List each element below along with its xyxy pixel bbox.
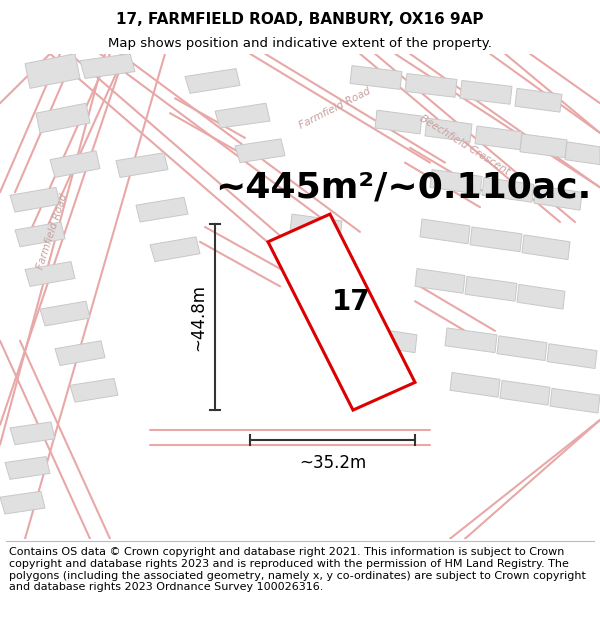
Polygon shape — [550, 388, 600, 413]
Polygon shape — [70, 378, 118, 402]
Polygon shape — [235, 139, 285, 162]
Polygon shape — [534, 186, 582, 210]
Polygon shape — [150, 237, 200, 262]
Polygon shape — [460, 81, 512, 104]
Text: Farmfield Road: Farmfield Road — [298, 86, 373, 131]
Polygon shape — [116, 152, 168, 178]
Polygon shape — [425, 118, 472, 142]
Polygon shape — [497, 336, 547, 361]
Polygon shape — [268, 214, 415, 410]
Polygon shape — [10, 188, 60, 212]
Text: Farmfield Road: Farmfield Road — [35, 192, 69, 271]
Text: ~445m²/~0.110ac.: ~445m²/~0.110ac. — [215, 171, 591, 204]
Polygon shape — [375, 110, 422, 134]
Polygon shape — [25, 54, 80, 88]
Polygon shape — [547, 344, 597, 369]
Polygon shape — [482, 177, 534, 202]
Polygon shape — [515, 88, 562, 112]
Polygon shape — [0, 491, 45, 514]
Polygon shape — [290, 214, 342, 239]
Text: ~44.8m: ~44.8m — [189, 284, 207, 351]
Text: 17, FARMFIELD ROAD, BANBURY, OX16 9AP: 17, FARMFIELD ROAD, BANBURY, OX16 9AP — [116, 12, 484, 27]
Polygon shape — [420, 219, 470, 244]
Polygon shape — [15, 222, 65, 247]
Text: Map shows position and indicative extent of the property.: Map shows position and indicative extent… — [108, 36, 492, 49]
Polygon shape — [500, 381, 550, 405]
Text: Beechfield Crescent: Beechfield Crescent — [418, 113, 512, 177]
Polygon shape — [475, 126, 522, 150]
Polygon shape — [520, 134, 567, 158]
Polygon shape — [10, 422, 55, 445]
Polygon shape — [405, 74, 457, 98]
Polygon shape — [522, 235, 570, 259]
Polygon shape — [430, 169, 482, 194]
Polygon shape — [36, 103, 90, 133]
Polygon shape — [350, 66, 402, 89]
Polygon shape — [295, 259, 347, 283]
Polygon shape — [565, 142, 600, 164]
Polygon shape — [5, 457, 50, 479]
Polygon shape — [215, 103, 270, 128]
Polygon shape — [55, 341, 105, 366]
Polygon shape — [185, 69, 240, 93]
Polygon shape — [25, 262, 75, 286]
Polygon shape — [465, 276, 517, 301]
Text: 17: 17 — [332, 288, 371, 316]
Polygon shape — [517, 284, 565, 309]
Polygon shape — [136, 198, 188, 222]
Polygon shape — [370, 328, 417, 352]
Polygon shape — [50, 151, 100, 178]
Polygon shape — [80, 54, 135, 79]
Polygon shape — [450, 372, 500, 398]
Polygon shape — [470, 227, 522, 252]
Polygon shape — [445, 328, 497, 352]
Text: ~35.2m: ~35.2m — [299, 454, 366, 472]
Polygon shape — [40, 301, 90, 326]
Polygon shape — [415, 269, 465, 293]
Text: Contains OS data © Crown copyright and database right 2021. This information is : Contains OS data © Crown copyright and d… — [9, 548, 586, 592]
